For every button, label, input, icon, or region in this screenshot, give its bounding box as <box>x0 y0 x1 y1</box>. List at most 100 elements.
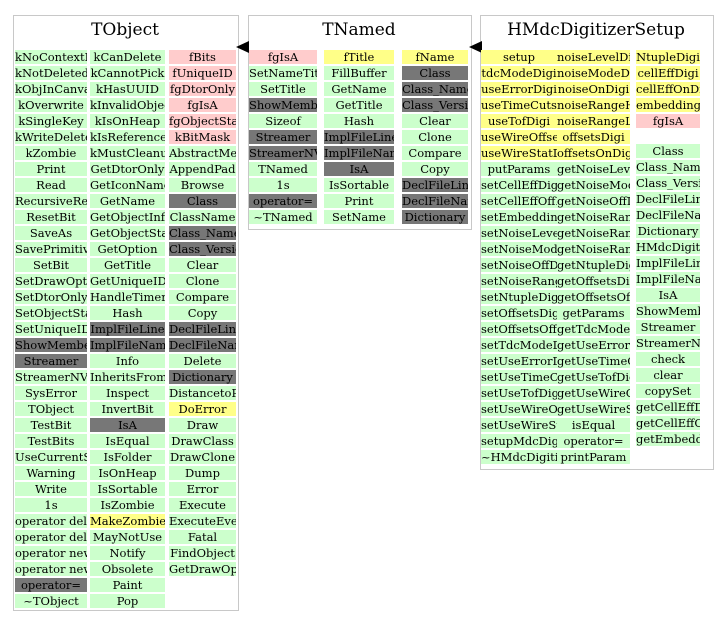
member-item[interactable]: DrawClone <box>169 450 236 464</box>
member-item[interactable]: noiseRangeLoDigi <box>557 114 630 128</box>
member-item[interactable]: SavePrimitive <box>15 242 87 256</box>
member-item[interactable]: useTofDigi <box>481 114 557 128</box>
member-item[interactable]: Dump <box>169 466 236 480</box>
member-item[interactable]: Class_Name <box>402 82 468 96</box>
member-item[interactable]: GetName <box>90 194 165 208</box>
member-item[interactable]: useErrorDigi <box>481 82 557 96</box>
member-item[interactable]: tdcModeDigi <box>481 66 557 80</box>
member-item[interactable]: getNoiseRangeHiDigi <box>557 226 630 240</box>
member-item[interactable]: Browse <box>169 178 236 192</box>
member-item[interactable]: Streamer <box>15 354 87 368</box>
member-item[interactable]: HMdcDigitizerSetup <box>636 240 700 254</box>
member-item[interactable]: operator new[] <box>15 562 87 576</box>
member-item[interactable]: getUseWireOffsetDigi <box>557 386 630 400</box>
member-item[interactable]: TestBits <box>15 434 87 448</box>
member-item[interactable]: Class <box>169 194 236 208</box>
member-item[interactable]: getUseErrorDigi <box>557 338 630 352</box>
member-item[interactable]: kNotDeleted <box>15 66 87 80</box>
member-item[interactable]: Hash <box>324 114 394 128</box>
member-item[interactable]: GetIconName <box>90 178 165 192</box>
member-item[interactable]: Clone <box>169 274 236 288</box>
member-item[interactable]: offsetsDigi <box>557 130 630 144</box>
member-item[interactable]: ResetBit <box>15 210 87 224</box>
member-item[interactable]: setNoiseRangeDigi <box>481 274 557 288</box>
member-item[interactable]: Clone <box>402 130 468 144</box>
member-item[interactable]: useTimeCutsDigi <box>481 98 557 112</box>
member-item[interactable]: setOffsetsDigi <box>481 306 557 320</box>
member-item[interactable]: DeclFileName <box>402 194 468 208</box>
member-item[interactable]: Dictionary <box>169 370 236 384</box>
member-item[interactable]: SetNameTitle <box>249 66 317 80</box>
member-item[interactable]: DistancetoPrimitive <box>169 386 236 400</box>
member-item[interactable]: ExecuteEvent <box>169 514 236 528</box>
member-item[interactable]: ~TNamed <box>249 210 317 224</box>
member-item[interactable]: getUseTofDigi <box>557 370 630 384</box>
member-item[interactable]: setUseWireStatDigi <box>481 418 557 432</box>
member-item[interactable]: Class_Version <box>169 242 236 256</box>
member-item[interactable]: StreamerNVirtual <box>249 146 317 160</box>
member-item[interactable]: kIsOnHeap <box>90 114 165 128</box>
member-item[interactable]: setupMdcDigitizer <box>481 434 557 448</box>
member-item[interactable]: Execute <box>169 498 236 512</box>
member-item[interactable]: SetTitle <box>249 82 317 96</box>
member-item[interactable]: AppendPad <box>169 162 236 176</box>
member-item[interactable]: kCanDelete <box>90 50 165 64</box>
member-item[interactable]: Dictionary <box>402 210 468 224</box>
member-item[interactable]: setUseErrorDigi <box>481 354 557 368</box>
member-item[interactable]: IsOnHeap <box>90 466 165 480</box>
member-item[interactable]: setTdcModeDigi <box>481 338 557 352</box>
member-item[interactable]: kHasUUID <box>90 82 165 96</box>
member-item[interactable]: getCellEffOffDigi <box>636 416 700 430</box>
member-item[interactable]: GetTitle <box>90 258 165 272</box>
member-item[interactable]: ImplFileLine <box>324 130 394 144</box>
member-item[interactable]: ImplFileName <box>324 146 394 160</box>
member-item[interactable]: 1s <box>15 498 87 512</box>
member-item[interactable]: kCannotPick <box>90 66 165 80</box>
member-item[interactable]: operator new <box>15 546 87 560</box>
member-item[interactable]: GetOption <box>90 242 165 256</box>
member-item[interactable]: cellEffDigi <box>636 66 700 80</box>
member-item[interactable]: Read <box>15 178 87 192</box>
member-item[interactable]: TObject <box>15 402 87 416</box>
member-item[interactable]: Print <box>324 194 394 208</box>
member-item[interactable]: ImplFileLine <box>636 256 700 270</box>
member-item[interactable]: ShowMembers <box>636 304 700 318</box>
member-item[interactable]: NtupleDigi <box>636 50 700 64</box>
member-item[interactable]: GetDtorOnly <box>90 162 165 176</box>
tnamed-class-title[interactable]: TNamed <box>322 20 396 40</box>
member-item[interactable]: getParams <box>557 306 630 320</box>
member-item[interactable]: Error <box>169 482 236 496</box>
member-item[interactable]: SetUniqueID <box>15 322 87 336</box>
member-item[interactable]: IsZombie <box>90 498 165 512</box>
member-item[interactable]: Compare <box>169 290 236 304</box>
member-item[interactable]: SaveAs <box>15 226 87 240</box>
member-item[interactable]: fBits <box>169 50 236 64</box>
member-item[interactable]: getOffsetsOffDigi <box>557 290 630 304</box>
member-item[interactable]: DeclFileLine <box>169 322 236 336</box>
member-item[interactable]: FillBuffer <box>324 66 394 80</box>
member-item[interactable]: 1s <box>249 178 317 192</box>
member-item[interactable]: getUseWireStatDigi <box>557 402 630 416</box>
member-item[interactable]: ~HMdcDigitizerSetup <box>481 450 557 464</box>
member-item[interactable]: setEmbeddingModeDigi <box>481 210 557 224</box>
member-item[interactable]: FindObject <box>169 546 236 560</box>
member-item[interactable]: IsFolder <box>90 450 165 464</box>
member-item[interactable]: UseCurrentStyle <box>15 450 87 464</box>
member-item[interactable]: InheritsFrom <box>90 370 165 384</box>
member-item[interactable]: ShowMembers <box>15 338 87 352</box>
member-item[interactable]: fUniqueID <box>169 66 236 80</box>
member-item[interactable]: ShowMembers <box>249 98 317 112</box>
member-item[interactable]: RecursiveRemove <box>15 194 87 208</box>
member-item[interactable]: Write <box>15 482 87 496</box>
member-item[interactable]: Draw <box>169 418 236 432</box>
member-item[interactable]: setNtupleDigi <box>481 290 557 304</box>
member-item[interactable]: Compare <box>402 146 468 160</box>
member-item[interactable]: GetObjectInfo <box>90 210 165 224</box>
member-item[interactable]: clear <box>636 368 700 382</box>
member-item[interactable]: Class <box>402 66 468 80</box>
member-item[interactable]: ~TObject <box>15 594 87 608</box>
member-item[interactable]: DeclFileLine <box>402 178 468 192</box>
member-item[interactable]: operator= <box>557 434 630 448</box>
member-item[interactable]: getNoiseRangeLoDigi <box>557 242 630 256</box>
member-item[interactable]: IsA <box>324 162 394 176</box>
